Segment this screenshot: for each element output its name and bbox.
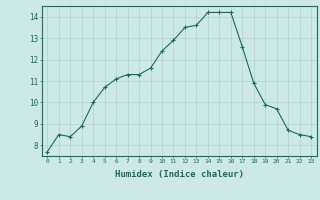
X-axis label: Humidex (Indice chaleur): Humidex (Indice chaleur) [115,170,244,179]
